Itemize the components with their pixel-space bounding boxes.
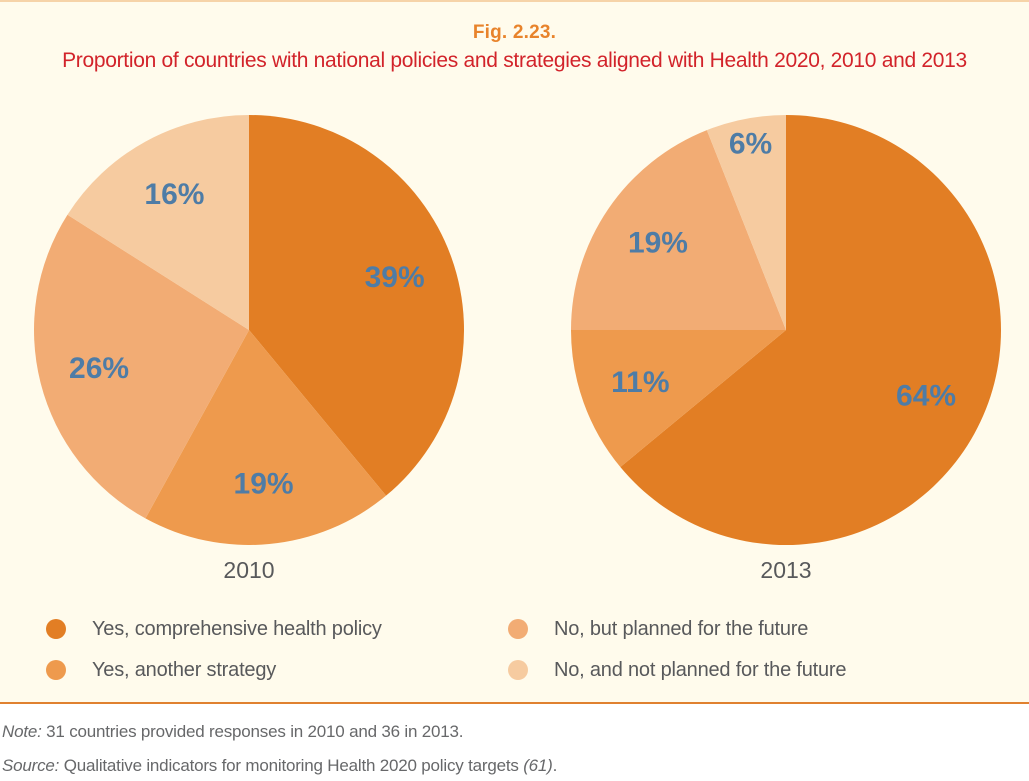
source-text: Source: Qualitative indicators for monit… xyxy=(2,756,558,775)
pie-slice-2013-6pct xyxy=(706,115,786,330)
legend-column-left: Yes, comprehensive health policy Yes, an… xyxy=(46,617,382,681)
pie-slice-2010-39pct xyxy=(249,115,464,496)
legend-swatch-dark-orange xyxy=(46,619,66,639)
pie-value-label-2013-11pct: 11% xyxy=(611,366,669,399)
legend-swatch-medium-orange xyxy=(46,660,66,680)
legend-swatch-pale-orange xyxy=(508,660,528,680)
chart-panel: Fig. 2.23. Proportion of countries with … xyxy=(0,0,1029,704)
legend-item-planned-future: No, but planned for the future xyxy=(508,617,846,640)
pie-chart-2013: 64% 11% 19% 6% 2013 xyxy=(571,115,1001,584)
pie-slice-2013-19pct xyxy=(571,130,786,330)
pie-slice-2010-19pct xyxy=(145,330,387,545)
pie-value-label-2013-64pct: 64% xyxy=(896,379,956,412)
pie-value-label-2010-16pct: 16% xyxy=(144,178,204,211)
note-text: Note: 31 countries provided responses in… xyxy=(2,722,464,741)
pie-slice-2013-64pct xyxy=(620,115,1001,545)
legend-label: No, but planned for the future xyxy=(554,617,809,640)
figure-title: Proportion of countries with national po… xyxy=(62,49,967,72)
pie-value-label-2013-19pct: 19% xyxy=(628,226,688,259)
figure-number: Fig. 2.23. xyxy=(472,22,557,43)
pie-2013-svg: 64% 11% 19% 6% xyxy=(571,115,1001,545)
legend-column-right: No, but planned for the future No, and n… xyxy=(508,617,847,681)
pie-2010-svg: 39% 19% 26% 16% xyxy=(34,115,464,545)
pie-value-label-2010-39pct: 39% xyxy=(365,261,425,294)
legend-label: No, and not planned for the future xyxy=(554,658,847,681)
pie-2010-year-label: 2010 xyxy=(223,557,275,583)
legend-item-not-planned-future: No, and not planned for the future xyxy=(508,658,847,681)
pie-value-label-2010-26pct: 26% xyxy=(69,352,129,385)
pie-value-label-2013-6pct: 6% xyxy=(729,128,772,161)
pie-2013-year-label: 2013 xyxy=(760,557,812,583)
pie-value-label-2010-19pct: 19% xyxy=(234,468,294,501)
pie-slice-2010-26pct xyxy=(34,214,249,519)
source-reference: (61) xyxy=(523,756,553,775)
source-label: Source: xyxy=(2,756,60,775)
pie-chart-2010: 39% 19% 26% 16% 2010 xyxy=(34,115,464,584)
legend-item-comprehensive-policy: Yes, comprehensive health policy xyxy=(46,617,382,640)
pie-slice-2013-11pct xyxy=(571,330,786,468)
legend-item-another-strategy: Yes, another strategy xyxy=(46,658,382,681)
notes-section: Note: 31 countries provided responses in… xyxy=(0,706,1029,781)
legend-label: Yes, another strategy xyxy=(92,658,277,681)
legend-swatch-light-orange xyxy=(508,619,528,639)
note-label: Note: xyxy=(2,722,42,741)
legend-label: Yes, comprehensive health policy xyxy=(92,617,382,640)
pie-slice-2010-16pct xyxy=(67,115,249,330)
